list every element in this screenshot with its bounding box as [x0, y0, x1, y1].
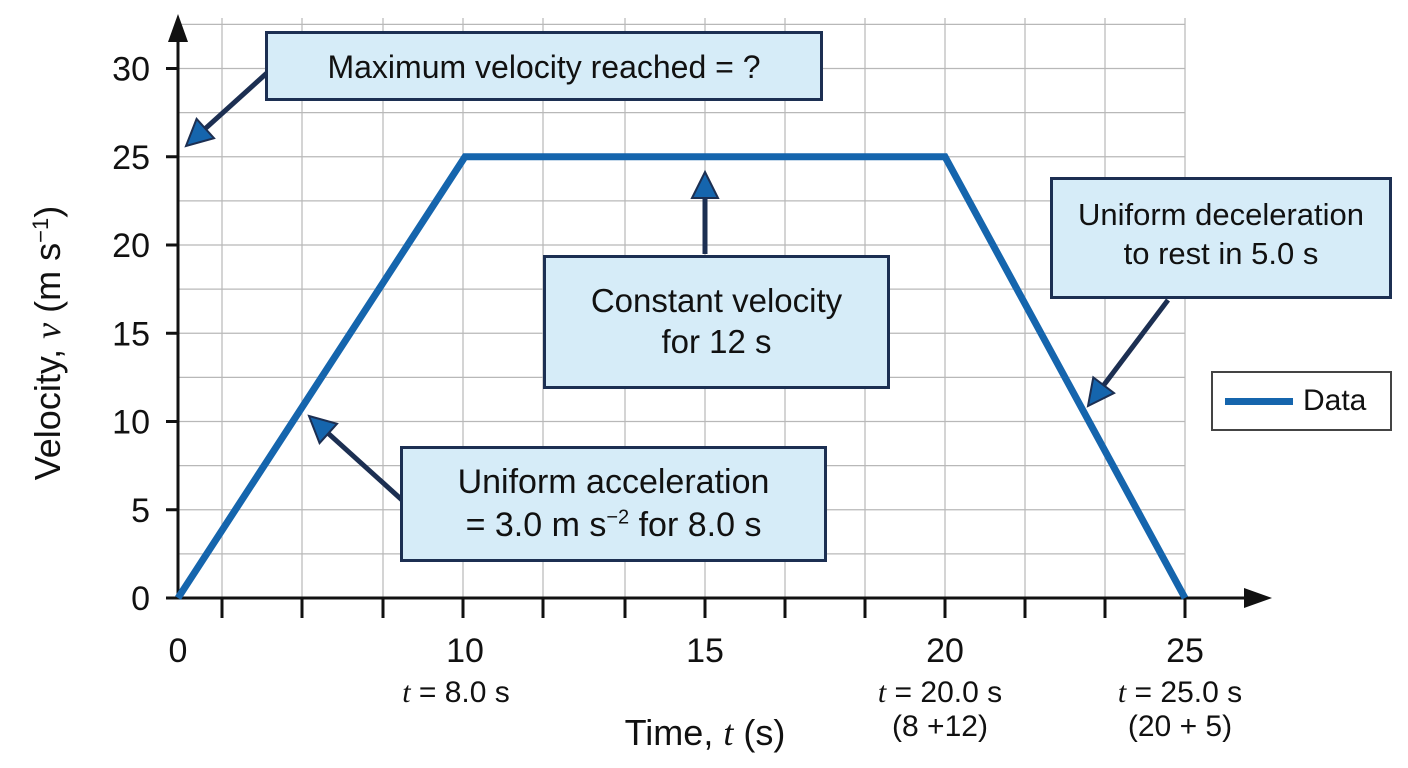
y-tick-label: 30: [112, 51, 150, 89]
y-axis-label: Velocity, v (m s−1): [27, 206, 68, 480]
arrow-deceleration: [1086, 298, 1170, 408]
constant-velocity-line2: for 12 s: [661, 323, 772, 361]
y-tick-label: 20: [112, 227, 150, 265]
arrow-constant-velocity: [690, 169, 720, 254]
constant-velocity-line1: Constant velocity: [590, 282, 843, 319]
ticks: [166, 67, 1187, 618]
deceleration-callout: Uniform deceleration to rest in 5.0 s: [1050, 177, 1392, 299]
legend-label-data: Data: [1303, 384, 1367, 417]
time-mark-20s-detail: (8 +12): [892, 710, 988, 743]
series: [175, 153, 1189, 600]
series-line-data: [175, 153, 1189, 600]
tick-labels: 0 5 10 15 20 25 30 0 10 15 20 25: [112, 51, 1204, 671]
x-tick-label: 15: [686, 632, 724, 670]
acceleration-line1: Uniform acceleration: [457, 463, 770, 501]
max-velocity-callout: Maximum velocity reached = ?: [265, 31, 823, 101]
x-tick-label: 25: [1166, 632, 1204, 670]
axes: [168, 14, 1272, 608]
arrow-shaft: [326, 431, 404, 502]
constant-velocity-callout: Constant velocity for 12 s: [543, 255, 890, 389]
y-tick-label: 0: [131, 580, 150, 618]
legend-swatch-data: [1225, 397, 1293, 405]
x-tick-label: 10: [446, 632, 484, 670]
acceleration-line2: = 3.0 m s−2 for 8.0 s: [465, 505, 762, 544]
y-tick-label: 5: [131, 492, 150, 530]
max-velocity-text: Maximum velocity reached = ?: [327, 49, 761, 85]
arrow-shaft: [1101, 298, 1170, 387]
y-axis-arrowhead: [168, 14, 188, 42]
arrow-head: [184, 117, 216, 148]
y-tick-label: 15: [112, 315, 150, 353]
arrow-max-velocity: [184, 70, 270, 148]
annotation-arrows: [184, 70, 1170, 502]
x-tick-label: 0: [169, 632, 188, 670]
arrow-head: [690, 169, 720, 199]
deceleration-line2: to rest in 5.0 s: [1123, 235, 1319, 271]
time-mark-25s-detail: (20 + 5): [1127, 710, 1233, 743]
x-axis-arrowhead: [1244, 588, 1272, 608]
arrow-acceleration: [307, 414, 404, 502]
y-tick-label: 10: [112, 404, 150, 442]
acceleration-callout: Uniform acceleration = 3.0 m s−2 for 8.0…: [400, 446, 827, 562]
time-mark-20s: t = 20.0 s (8 +12): [840, 676, 1040, 744]
y-tick-label: 25: [112, 139, 150, 177]
x-axis-label: Time, t (s): [624, 712, 786, 753]
legend: Data: [1211, 371, 1392, 431]
deceleration-line1: Uniform deceleration: [1077, 197, 1365, 232]
time-mark-25s: t = 25.0 s (20 + 5): [1080, 676, 1280, 744]
arrow-shaft: [203, 70, 270, 131]
x-tick-label: 20: [926, 632, 964, 670]
arrow-head: [1086, 375, 1116, 408]
arrow-head: [307, 414, 339, 445]
time-mark-8s: t = 8.0 s: [402, 676, 510, 709]
